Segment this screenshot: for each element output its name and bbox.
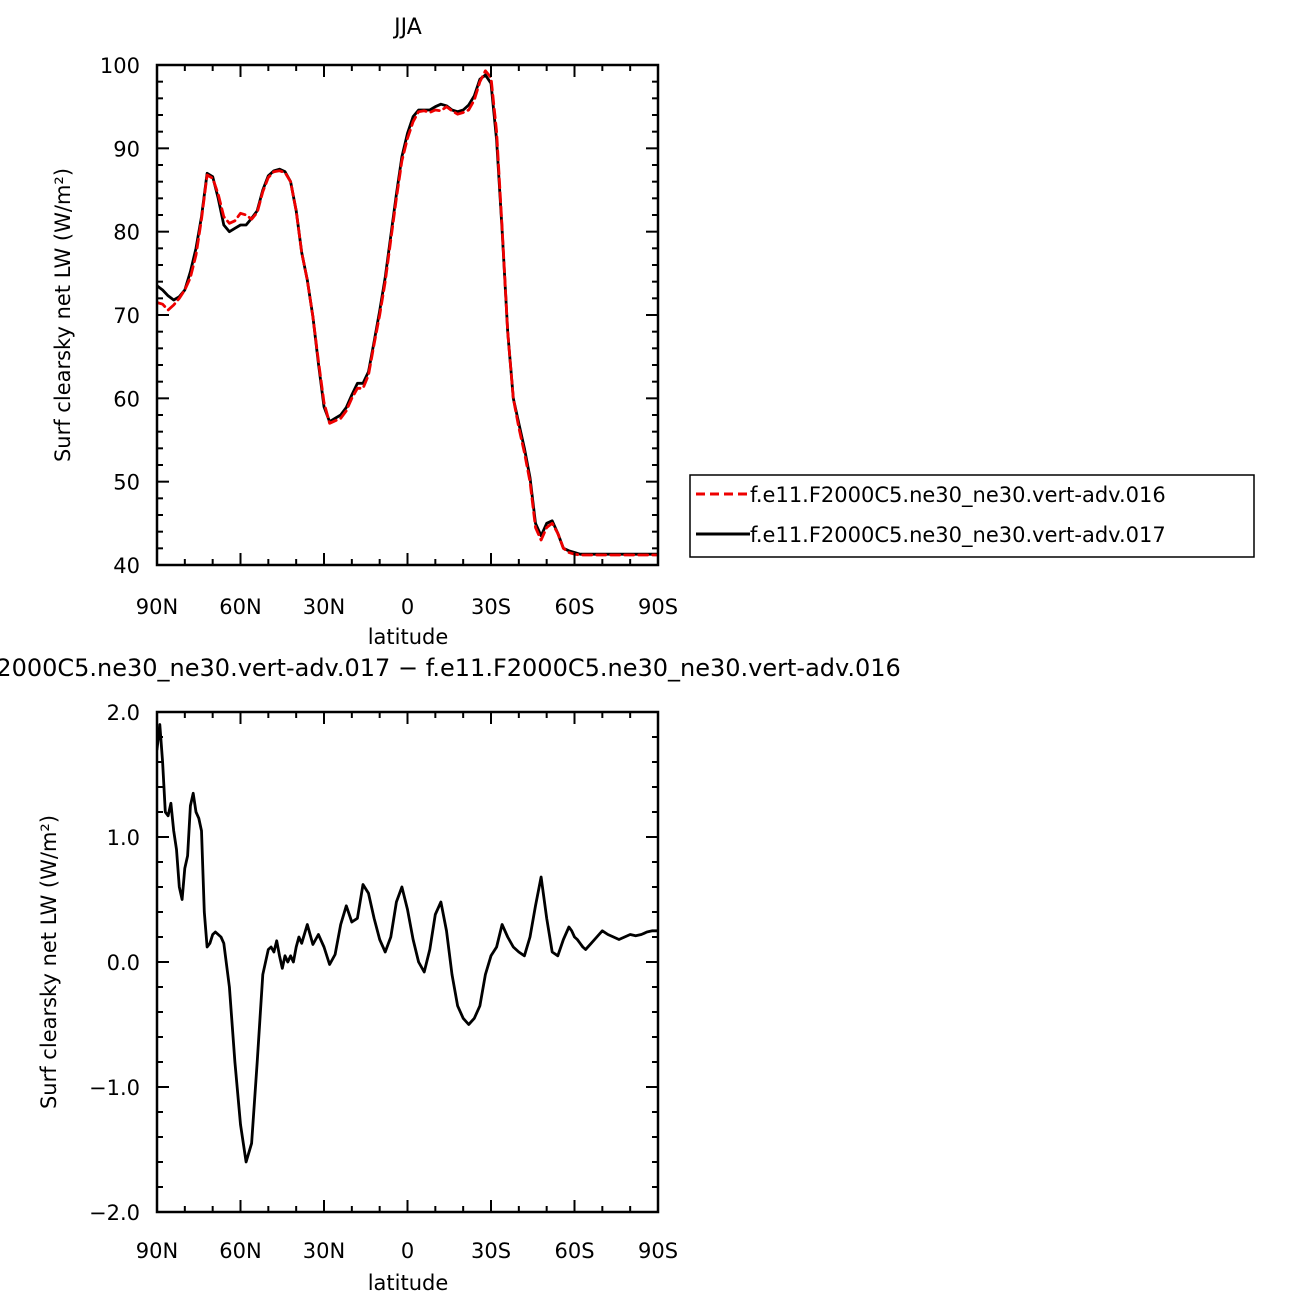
top-plot-area: 90N 60N 30N 0 30S 60S 90S 100 90 80 70 60 50 40 [100,54,678,619]
legend-box [689,474,1255,558]
bottom-series-line-0 [157,723,658,1164]
bottom-y-axis-label: Surf clearsky net LW (W/m²) [37,815,61,1109]
bottom-x-tick-label: 30S [471,1239,511,1263]
top-y-tick-label: 50 [113,471,140,495]
bottom-series-group [157,723,658,1164]
top-y-tick-label: 40 [113,554,140,578]
top-x-tick-label: 0 [401,595,414,619]
top-x-tick-label: 30N [303,595,345,619]
bottom-y-tick-label: 2.0 [107,701,140,725]
bottom-x-tick-label: 90S [638,1239,678,1263]
top-x-axis-label: latitude [368,625,449,649]
bottom-x-tick-label: 60S [554,1239,594,1263]
bottom-x-tick-label: 30N [303,1239,345,1263]
top-x-tick-label: 90S [638,595,678,619]
top-y-tick-label: 70 [113,304,140,328]
bottom-x-tick-label: 0 [401,1239,414,1263]
bottom-x-tick-label: 90N [136,1239,178,1263]
top-x-tick-label: 90N [136,595,178,619]
bottom-x-axis-label: latitude [368,1271,449,1295]
bottom-y-tick-label: −2.0 [89,1201,140,1225]
top-y-tick-label: 80 [113,221,140,245]
top-series-group [157,69,658,557]
legend: f.e11.F2000C5.ne30_ne30.vert-adv.016 f.e… [689,474,1255,558]
bottom-x-tick-label: 60N [219,1239,261,1263]
top-y-tick-label: 60 [113,387,140,411]
bottom-plot-area: 90N 60N 30N 0 30S 60S 90S 2.0 1.0 0.0 −1.0 −2.0 [89,701,678,1263]
legend-label-017: f.e11.F2000C5.ne30_ne30.vert-adv.017 [750,523,1166,548]
top-chart-title: JJA [392,15,422,40]
top-series-line-0 [157,69,658,557]
top-x-tick-label: 60S [554,595,594,619]
bottom-chart-title: f.e11.F2000C5.ne30_ne30.vert-adv.017 − f… [0,654,901,682]
top-x-tick-label: 30S [471,595,511,619]
bottom-y-tick-label: 0.0 [107,951,140,975]
top-y-tick-label: 100 [100,54,140,78]
top-x-tick-label: 60N [219,595,261,619]
legend-label-016: f.e11.F2000C5.ne30_ne30.vert-adv.016 [750,483,1166,508]
bottom-y-tick-label: −1.0 [89,1076,140,1100]
top-y-axis-label: Surf clearsky net LW (W/m²) [51,168,75,462]
bottom-y-tick-label: 1.0 [107,826,140,850]
top-y-tick-label: 90 [113,137,140,161]
top-series-line-1 [157,73,658,556]
bottom-plot-frame [155,710,660,1214]
